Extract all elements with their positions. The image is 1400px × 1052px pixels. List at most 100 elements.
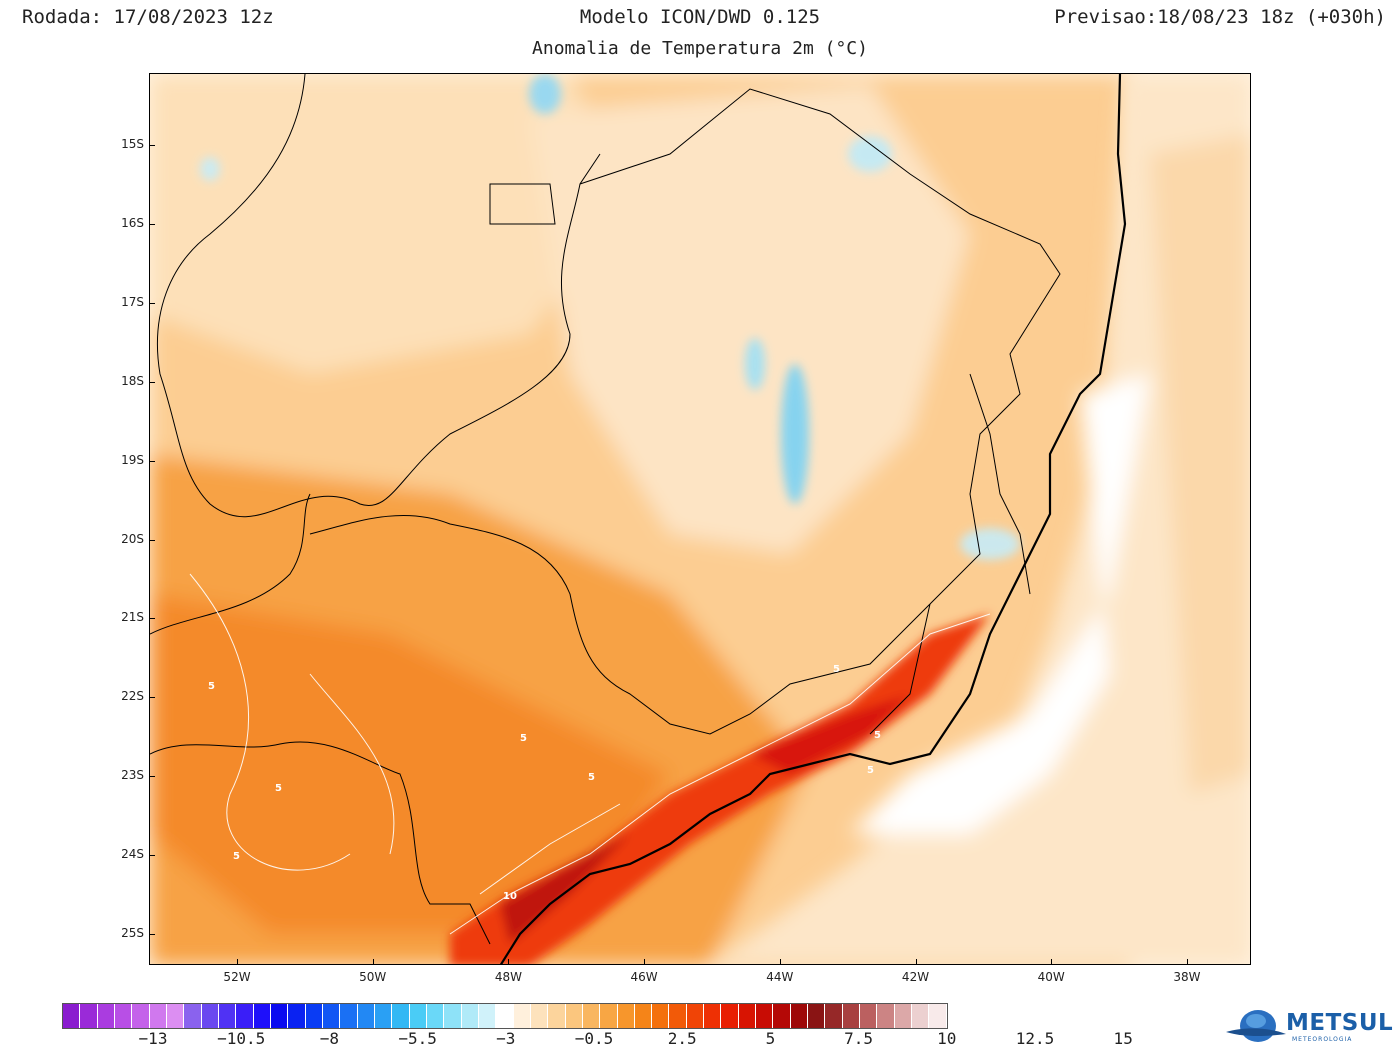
border-es [969, 373, 1031, 595]
logo-wordmark: METSUL [1286, 1010, 1394, 1036]
color-scale-cell [582, 1004, 601, 1028]
color-scale-cell [374, 1004, 393, 1028]
anomaly-contours [189, 573, 991, 935]
color-scale-cell [600, 1004, 618, 1028]
border-rj [869, 603, 931, 735]
longitude-label: 50W [359, 970, 387, 984]
cool-patch-4 [848, 136, 892, 172]
metsul-logo: METSUL METEOROLOGIA [1226, 1006, 1393, 1046]
latitude-tick [149, 460, 155, 462]
latitude-tick [149, 934, 155, 935]
latitude-label: 20S [121, 531, 144, 546]
run-time-label: Rodada: 17/08/2023 12z [22, 6, 274, 28]
color-scale-cell [721, 1004, 739, 1028]
model-title: Modelo ICON/DWD 0.125 [579, 6, 821, 28]
latitude-tick [149, 539, 155, 541]
longitude-tick [508, 959, 510, 965]
color-scale-cell [686, 1004, 705, 1028]
cool-patch-3 [529, 74, 561, 114]
longitude-label: 38W [1173, 970, 1201, 984]
longitude-label: 40W [1037, 970, 1065, 984]
color-scale-cell [149, 1004, 167, 1028]
color-scale-cell [461, 1004, 479, 1028]
color-scale-cell [496, 1004, 514, 1028]
longitude-label: 52W [223, 970, 251, 984]
longitude-tick [644, 959, 646, 965]
color-scale-cell [288, 1004, 306, 1028]
ocean-neutral-band [850, 374, 1150, 834]
cool-patch-6 [200, 157, 220, 181]
color-scale-cell [634, 1004, 653, 1028]
latitude-tick [149, 618, 155, 620]
color-scale-cell [305, 1004, 323, 1028]
forecast-time-label: Previsao:18/08/23 18z (+030h) [1054, 6, 1386, 28]
latitude-label: 18S [121, 373, 144, 388]
latitude-label: 25S [121, 926, 144, 940]
color-scale-cell [652, 1004, 670, 1028]
border-go-mg [156, 74, 601, 518]
color-scale-cell [270, 1004, 289, 1028]
color-scale-cell [392, 1004, 410, 1028]
color-scale-cell [340, 1004, 358, 1028]
color-scale-cell [912, 1004, 930, 1028]
border-mg-sp [309, 514, 931, 735]
color-scale-cell [929, 1004, 947, 1028]
north-pale-region [150, 74, 630, 374]
longitude-label: 42W [901, 970, 930, 984]
logo-subtitle: METEOROLOGIA [1292, 1036, 1353, 1043]
color-scale-cell [253, 1004, 271, 1028]
color-scale-cell [444, 1004, 462, 1028]
color-scale-cell [478, 1004, 497, 1028]
latitude-tick [149, 776, 155, 778]
color-scale-label: 5 [765, 1029, 776, 1048]
latitude-tick [149, 223, 155, 225]
color-scale-label: 7.5 [844, 1029, 874, 1048]
contour-label: 5 [520, 733, 527, 744]
color-scale-cell [184, 1004, 202, 1028]
color-scale-cell [738, 1004, 757, 1028]
hot-core-north [750, 694, 910, 774]
color-scale-cell [97, 1004, 115, 1028]
cool-patch-1 [781, 364, 809, 504]
latitude-label: 17S [121, 294, 144, 309]
latitude-label: 19S [121, 452, 144, 467]
border-df [489, 183, 556, 225]
color-scale-label: 12.5 [1015, 1029, 1055, 1048]
contour-label: 5 [208, 681, 215, 692]
central-pale-region [530, 84, 970, 554]
color-scale-cell [894, 1004, 913, 1028]
color-scale-cell [565, 1004, 583, 1028]
ocean-field [712, 74, 1250, 964]
border-sp-pr [150, 741, 491, 945]
color-scale-label: −8 [319, 1029, 340, 1048]
color-scale-cell [132, 1004, 150, 1028]
color-scale-bar [62, 1003, 948, 1029]
color-scale-cell [63, 1004, 81, 1028]
latitude-label: 23S [121, 768, 144, 783]
color-scale-cell [704, 1004, 722, 1028]
map-subtitle: Anomalia de Temperatura 2m (°C) [532, 38, 868, 59]
ocean-east-field [1150, 134, 1250, 794]
color-scale-label: 15 [1113, 1029, 1133, 1048]
contour-label: 10 [503, 891, 517, 902]
southwest-warm-region [150, 594, 670, 934]
latitude-tick [149, 855, 155, 857]
color-scale-cell [669, 1004, 687, 1028]
color-scale-cell [790, 1004, 809, 1028]
color-scale-cell [236, 1004, 254, 1028]
latitude-label: 22S [121, 689, 144, 704]
color-scale-cell [860, 1004, 878, 1028]
color-scale-cell [773, 1004, 791, 1028]
longitude-label: 48W [494, 970, 522, 984]
longitude-tick [1186, 959, 1188, 965]
color-scale-cell [842, 1004, 861, 1028]
color-scale-cell [877, 1004, 895, 1028]
color-scale-cell [548, 1004, 566, 1028]
state-borders [150, 74, 1061, 945]
latitude-tick [149, 381, 155, 383]
color-scale-cell [218, 1004, 237, 1028]
color-scale-cell [756, 1004, 774, 1028]
longitude-tick [915, 959, 917, 965]
temperature-anomaly-map[interactable]: 5 5 5 5 5 5 5 5 10 [149, 73, 1251, 965]
color-scale-label: −5.5 [398, 1029, 437, 1048]
